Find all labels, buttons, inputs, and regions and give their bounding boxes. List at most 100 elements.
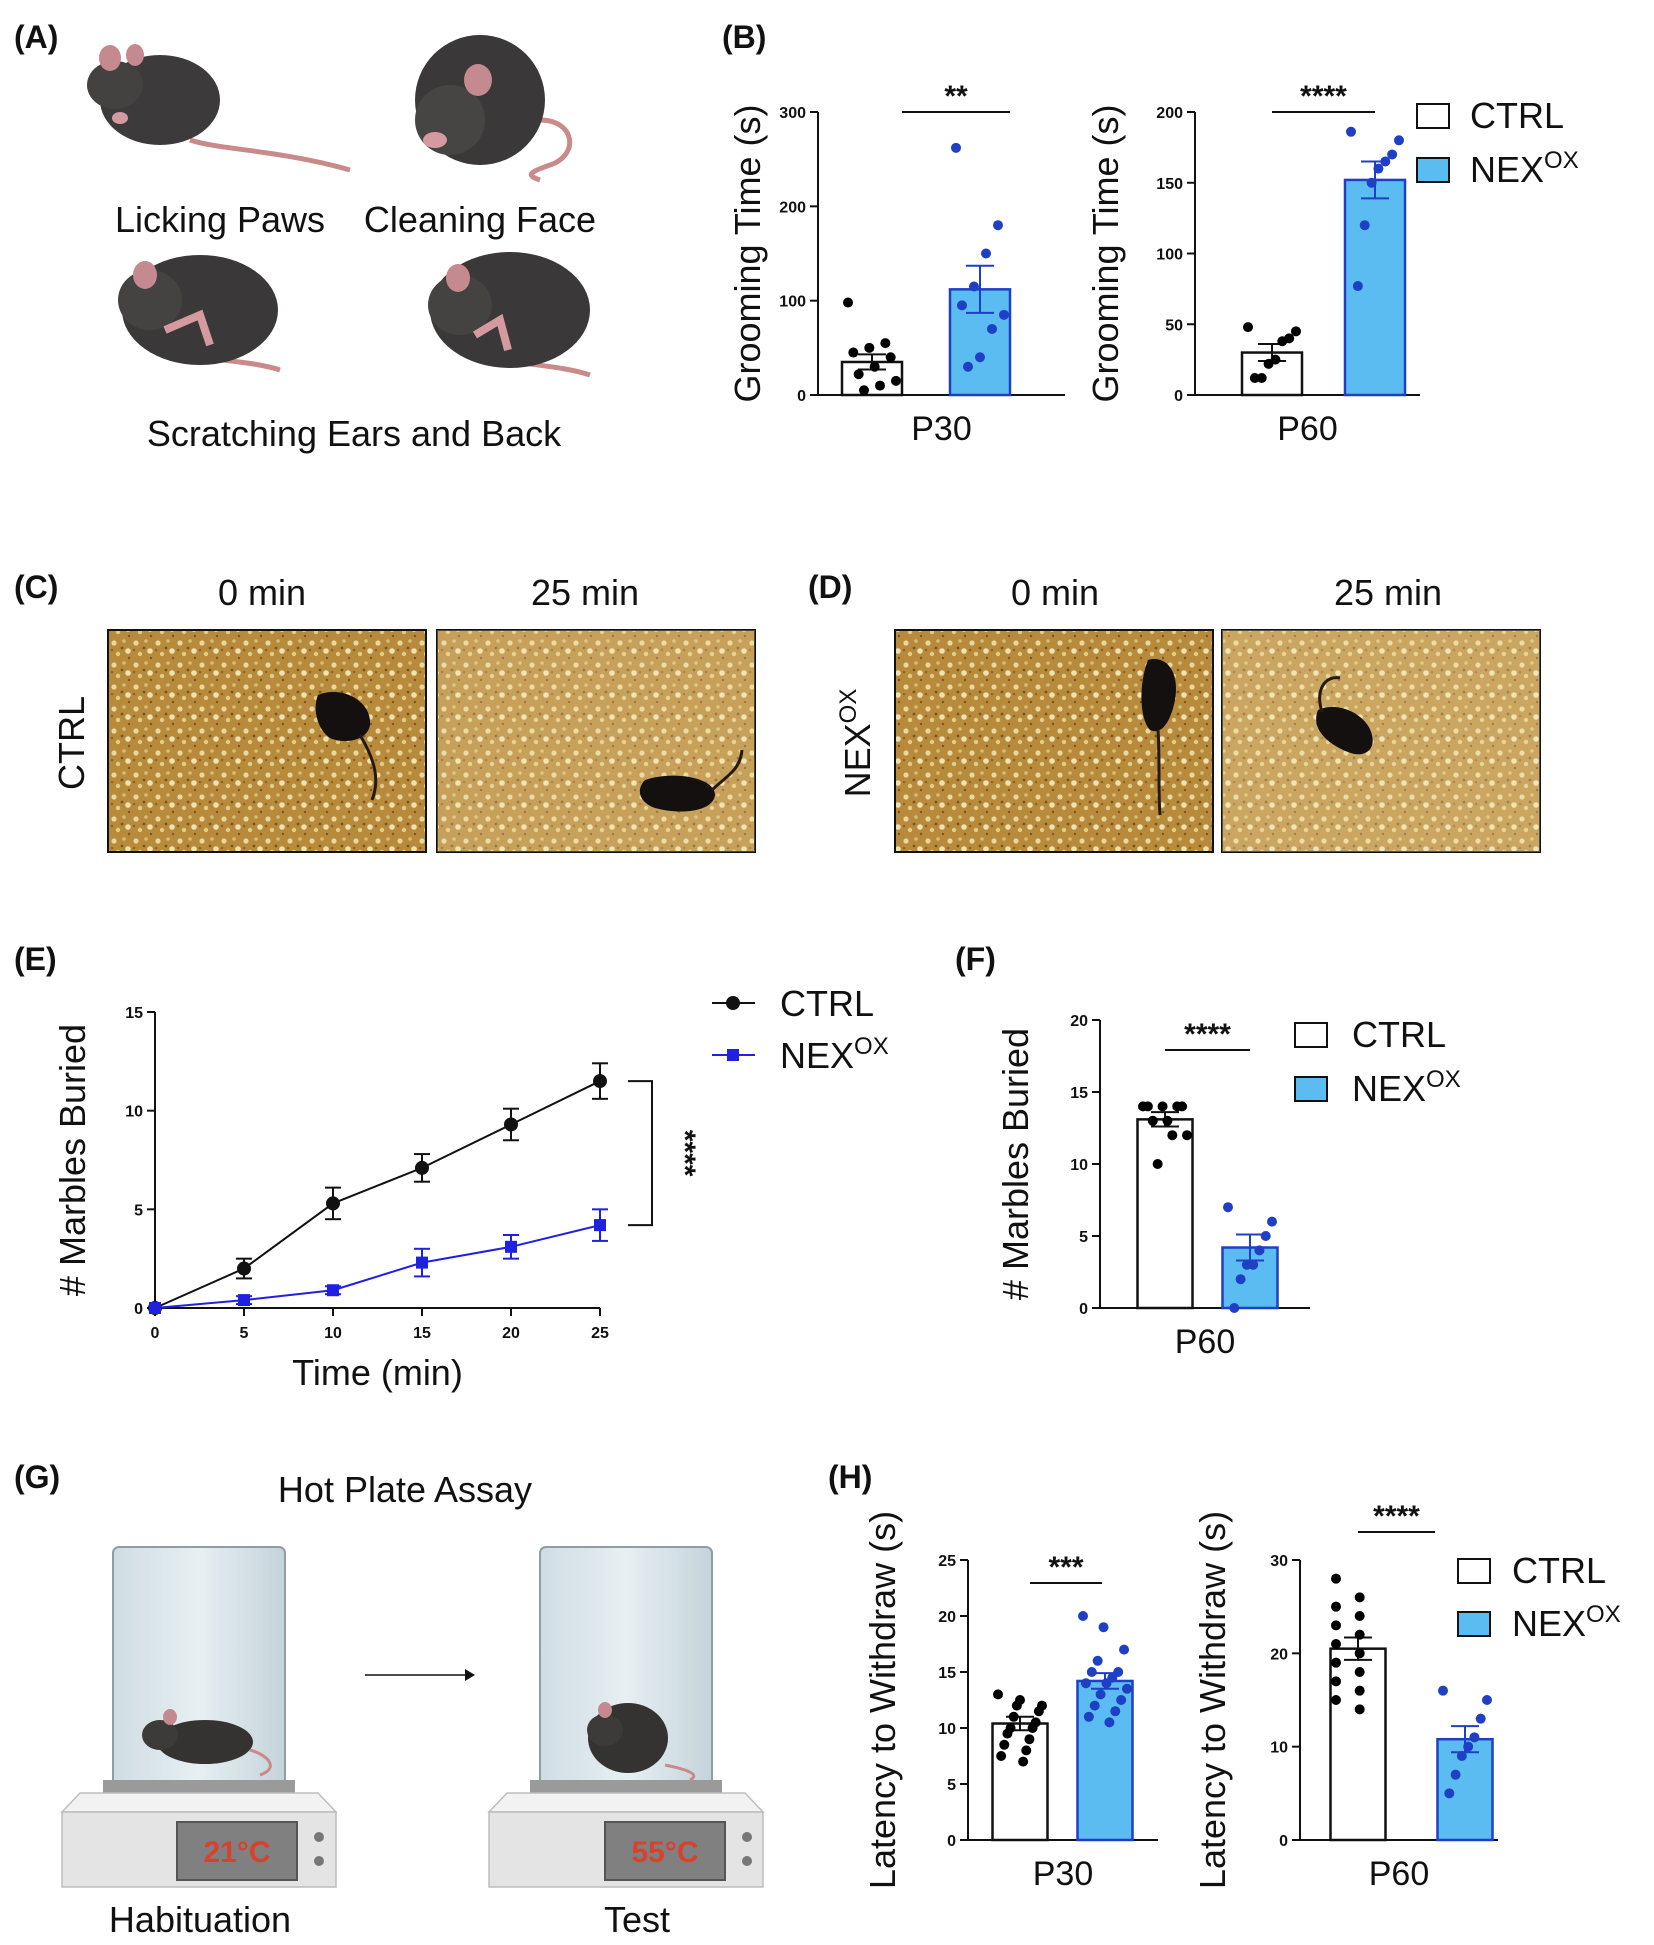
data-point bbox=[1167, 1130, 1178, 1141]
y-tick-label: 0 bbox=[1279, 1833, 1288, 1850]
data-point bbox=[869, 361, 880, 372]
y-tick-label: 200 bbox=[1156, 105, 1183, 122]
caption-cleaning-face: Cleaning Face bbox=[364, 199, 596, 240]
y-tick-label: 0 bbox=[134, 1301, 143, 1318]
y-tick-label: 25 bbox=[938, 1553, 956, 1570]
panel-label-h: (H) bbox=[828, 1459, 872, 1495]
y-tick-label: 20 bbox=[1270, 1646, 1288, 1663]
chart-b-p60: 0 50 100 150 200 Grooming Time (s) P60 **** bbox=[1085, 80, 1420, 448]
data-point-nex bbox=[505, 1240, 517, 1253]
data-point-nex bbox=[594, 1219, 606, 1232]
y-tick-label: 30 bbox=[1270, 1553, 1288, 1570]
significance-marker: **** bbox=[1373, 1500, 1420, 1533]
data-point-ctrl bbox=[593, 1074, 607, 1089]
y-tick-label: 15 bbox=[125, 1005, 143, 1022]
legend-f-nex-swatch bbox=[1294, 1076, 1328, 1102]
data-point bbox=[969, 281, 979, 292]
data-point bbox=[981, 248, 991, 259]
data-point bbox=[1354, 1667, 1365, 1677]
y-tick-label: 15 bbox=[1070, 1085, 1088, 1102]
data-point bbox=[885, 352, 896, 363]
data-point bbox=[1083, 1711, 1094, 1722]
data-point bbox=[891, 375, 901, 386]
x-category-label: P60 bbox=[1369, 1855, 1430, 1893]
data-point bbox=[1021, 1745, 1032, 1756]
data-point bbox=[853, 369, 864, 380]
y-tick-label: 20 bbox=[1070, 1013, 1088, 1030]
series-line-nex bbox=[154, 1224, 601, 1309]
data-point bbox=[1008, 1711, 1019, 1722]
significance-bracket bbox=[628, 1080, 653, 1227]
y-tick-label: 200 bbox=[779, 199, 806, 216]
series-line-ctrl bbox=[154, 1080, 601, 1309]
data-point bbox=[1373, 163, 1384, 174]
panel-label-d: (D) bbox=[808, 569, 852, 605]
x-tick-label: 0 bbox=[151, 1325, 160, 1342]
panel-label-e: (E) bbox=[14, 941, 57, 977]
data-point bbox=[1122, 1683, 1132, 1694]
panel-c-time-25: 25 min bbox=[531, 572, 639, 613]
data-point bbox=[1078, 1611, 1088, 1621]
legend-e: CTRL NEXOX bbox=[712, 983, 889, 1076]
data-point bbox=[1241, 1259, 1252, 1270]
data-point bbox=[1142, 1101, 1153, 1112]
data-point bbox=[1033, 1706, 1044, 1717]
significance-marker: ** bbox=[944, 80, 968, 113]
photo-ctrl-0min bbox=[107, 629, 427, 853]
lcd-display-55 bbox=[604, 1821, 726, 1881]
panel-label-g: (G) bbox=[14, 1459, 60, 1495]
data-point bbox=[999, 309, 1009, 320]
data-point bbox=[864, 342, 875, 353]
data-point bbox=[1177, 1101, 1188, 1112]
y-tick-label: 5 bbox=[134, 1202, 143, 1219]
legend-nex-swatch bbox=[1416, 157, 1450, 183]
x-tick-label: 10 bbox=[324, 1325, 342, 1342]
row-label-nex: NEXOX bbox=[835, 689, 878, 798]
data-point bbox=[1267, 1216, 1277, 1227]
data-point bbox=[1260, 1231, 1271, 1241]
data-point bbox=[1235, 1274, 1246, 1285]
caption-licking-paws: Licking Paws bbox=[115, 199, 325, 240]
y-tick-label: 10 bbox=[938, 1721, 956, 1738]
data-point bbox=[1331, 1695, 1341, 1705]
x-category-label: P60 bbox=[1277, 410, 1338, 448]
panel-a-illustrations: Licking Paws Cleaning Face Scratching Ea… bbox=[87, 35, 596, 454]
y-axis-label: Grooming Time (s) bbox=[1085, 104, 1126, 402]
data-point bbox=[1104, 1717, 1115, 1728]
data-point-ctrl bbox=[237, 1261, 251, 1276]
data-point bbox=[1018, 1756, 1029, 1767]
y-tick-label: 5 bbox=[947, 1777, 956, 1794]
data-point bbox=[1438, 1685, 1448, 1696]
data-point bbox=[1098, 1622, 1109, 1633]
y-tick-label: 100 bbox=[779, 294, 806, 311]
data-point bbox=[1450, 1769, 1461, 1780]
caption-scratching: Scratching Ears and Back bbox=[147, 413, 562, 454]
data-point bbox=[1002, 1728, 1013, 1739]
hot-plate-test: 55°C bbox=[487, 1546, 765, 1888]
x-tick-label: 25 bbox=[591, 1325, 609, 1342]
data-point bbox=[1249, 373, 1260, 384]
data-point bbox=[1277, 336, 1288, 347]
data-point bbox=[1354, 1648, 1365, 1659]
habituation-label: Habituation bbox=[109, 1899, 291, 1940]
habituation-temp: 21°C bbox=[203, 1836, 270, 1869]
legend-e-ctrl-label: CTRL bbox=[780, 983, 874, 1024]
data-point bbox=[1092, 1655, 1103, 1666]
data-point bbox=[1354, 1685, 1365, 1696]
mouse-habituation bbox=[142, 1709, 272, 1777]
data-point bbox=[1147, 1115, 1158, 1126]
photo-nex-25min bbox=[1221, 629, 1541, 853]
data-point bbox=[1086, 1667, 1097, 1677]
data-point bbox=[1354, 1611, 1365, 1621]
data-point-nex bbox=[238, 1294, 250, 1307]
data-point-nex bbox=[416, 1256, 428, 1269]
significance-marker: *** bbox=[1048, 1551, 1083, 1584]
data-point bbox=[1444, 1788, 1455, 1799]
lcd-display-21 bbox=[176, 1821, 298, 1881]
photo-ctrl-25min bbox=[436, 629, 756, 853]
bar-ctrl bbox=[1136, 1118, 1194, 1310]
data-point bbox=[1027, 1723, 1038, 1733]
data-point bbox=[1394, 135, 1404, 146]
panel-d-time-0: 0 min bbox=[1011, 572, 1099, 613]
x-category-label: P60 bbox=[1175, 1323, 1236, 1361]
